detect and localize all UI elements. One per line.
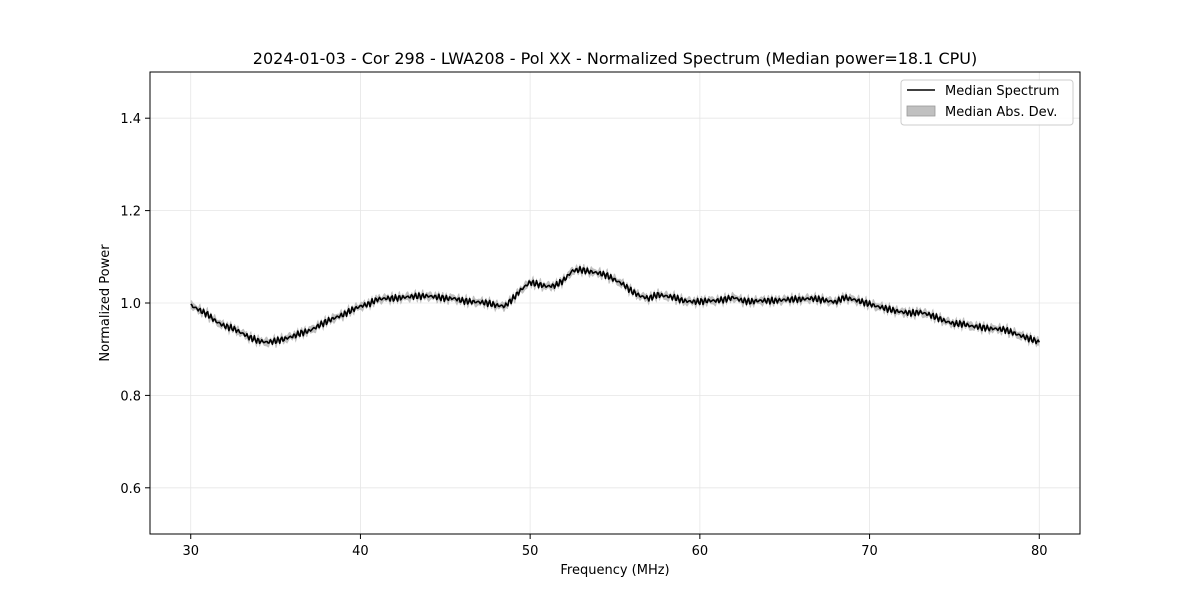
x-tick-label: 70 — [861, 544, 878, 559]
x-axis-ticks: 30 40 50 60 70 80 — [182, 534, 1048, 559]
x-tick-label: 40 — [352, 544, 369, 559]
x-tick-label: 80 — [1031, 544, 1048, 559]
y-tick-label: 1.2 — [120, 205, 141, 220]
y-tick-label: 1.4 — [120, 112, 141, 127]
legend: Median Spectrum Median Abs. Dev. — [900, 79, 1074, 126]
y-axis-ticks: 0.6 0.8 1.0 1.2 1.4 — [120, 112, 150, 497]
y-tick-label: 0.6 — [120, 482, 141, 497]
y-tick-label: 0.8 — [120, 389, 141, 404]
legend-label-median-abs-dev: Median Abs. Dev. — [945, 105, 1057, 120]
chart-title: 2024-01-03 - Cor 298 - LWA208 - Pol XX -… — [253, 49, 977, 68]
legend-box — [900, 79, 1074, 126]
y-tick-label: 1.0 — [120, 297, 141, 312]
y-axis-title: Normalized Power — [98, 244, 113, 362]
legend-label-median-spectrum: Median Spectrum — [945, 84, 1059, 99]
legend-band-swatch — [906, 105, 936, 117]
x-tick-label: 60 — [692, 544, 709, 559]
median-spectrum-line — [190, 265, 1041, 345]
x-tick-label: 50 — [522, 544, 539, 559]
x-axis-title: Frequency (MHz) — [560, 563, 669, 578]
x-tick-label: 30 — [182, 544, 199, 559]
